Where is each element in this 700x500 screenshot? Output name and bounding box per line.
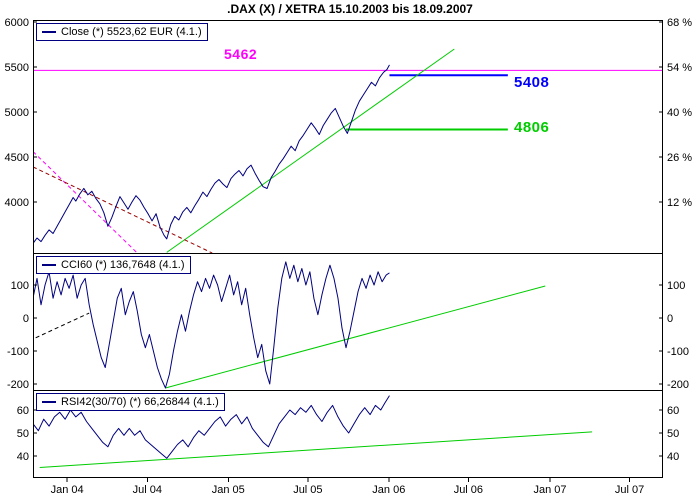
x-axis-label: Jan 07: [533, 484, 566, 496]
legend-rsi42-text: RSI42(30/70) (*) 66,26844 (4.1.): [61, 396, 219, 408]
y-axis-label-left: -200: [7, 379, 29, 391]
cci-panel-layer: [33, 261, 546, 389]
downtrend-dashed-red[interactable]: [33, 166, 213, 253]
y-axis-label-right: 60: [667, 405, 679, 417]
y-axis-label-right: 100: [667, 280, 685, 292]
resistance-level-label: 5462: [224, 46, 258, 62]
y-axis-label-left: 5000: [5, 107, 29, 119]
cci-uptrend-line[interactable]: [165, 285, 546, 389]
chart-frame: [33, 20, 663, 478]
y-axis-label-left: 40: [17, 451, 29, 463]
price-series-line: [33, 64, 390, 244]
y-axis-label-right: -100: [667, 346, 689, 358]
y-axis-label-left: 4000: [5, 197, 29, 209]
downtrend-dashed-magenta[interactable]: [33, 151, 138, 253]
y-axis-label-left: 5500: [5, 62, 29, 74]
rsi-panel-layer: [33, 395, 593, 468]
y-axis-label-right: 54 %: [667, 62, 692, 74]
y-axis-label-right: 12 %: [667, 197, 692, 209]
y-axis-label-left: 0: [23, 313, 29, 325]
legend-cci60-text: CCI60 (*) 136,7648 (4.1.): [61, 259, 185, 271]
y-axis-label-right: 0: [667, 313, 673, 325]
y-axis-label-right: -200: [667, 379, 689, 391]
y-axis-label-left: -100: [7, 346, 29, 358]
y-axis-label-right: 40 %: [667, 107, 692, 119]
cci-dashed-line[interactable]: [35, 312, 90, 339]
close-level-label: 5408: [514, 74, 550, 91]
x-axis-label: Jan 04: [51, 484, 84, 496]
x-axis-label: Jan 05: [212, 484, 245, 496]
legend-close-text: Close (*) 5523,62 EUR (4.1.): [61, 26, 202, 38]
cci-series-line: [33, 261, 390, 389]
rsi-line-swatch: [42, 401, 56, 403]
support-level-label: 4806: [514, 119, 550, 136]
y-axis-label-right: 68 %: [667, 17, 692, 29]
y-axis-label-right: 26 %: [667, 152, 692, 164]
price-panel-layer: [33, 48, 663, 253]
x-axis-label: Jul 04: [133, 484, 162, 496]
chart-title: .DAX (X) / XETRA 15.10.2003 bis 18.09.20…: [227, 2, 473, 16]
y-axis-label-left: 50: [17, 428, 29, 440]
y-axis-label-left: 6000: [5, 17, 29, 29]
close-line-swatch: [42, 31, 56, 33]
y-axis-label-right: 40: [667, 451, 679, 463]
x-axis-label: Jul 06: [454, 484, 483, 496]
y-axis-label-right: 50: [667, 428, 679, 440]
legend-close[interactable]: Close (*) 5523,62 EUR (4.1.): [36, 23, 208, 41]
legend-rsi42[interactable]: RSI42(30/70) (*) 66,26844 (4.1.): [36, 393, 225, 411]
y-axis-label-left: 60: [17, 405, 29, 417]
uptrend-line[interactable]: [166, 48, 455, 253]
x-axis-label: Jul 05: [293, 484, 322, 496]
y-axis-label-left: 4500: [5, 152, 29, 164]
cci-line-swatch: [42, 264, 56, 266]
x-axis-label: Jan 06: [372, 484, 405, 496]
y-axis-label-left: 100: [11, 280, 29, 292]
x-axis-label: Jul 07: [615, 484, 644, 496]
rsi-series-line: [33, 395, 390, 459]
rsi-uptrend-line[interactable]: [39, 431, 593, 468]
legend-cci60[interactable]: CCI60 (*) 136,7648 (4.1.): [36, 256, 191, 274]
